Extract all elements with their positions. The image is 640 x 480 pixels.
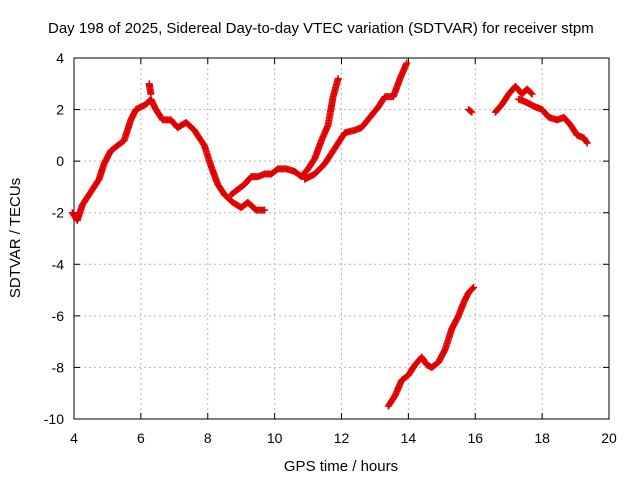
y-tick-label: 0 <box>56 153 64 169</box>
y-tick-label: 2 <box>56 102 64 118</box>
data-point <box>470 283 478 291</box>
series-arc-6 <box>491 82 536 116</box>
data-point <box>334 75 342 83</box>
y-tick-label: -8 <box>52 359 65 375</box>
series-arc-8 <box>384 283 478 410</box>
data-point <box>468 108 476 116</box>
series-arc-4 <box>301 59 411 183</box>
x-tick-label: 18 <box>534 430 550 446</box>
x-tick-label: 16 <box>467 430 483 446</box>
x-axis-label: GPS time / hours <box>284 458 398 475</box>
data-point <box>261 206 269 214</box>
y-tick-label: 4 <box>56 50 64 66</box>
x-tick-label: 8 <box>204 430 212 446</box>
data-point <box>528 90 536 98</box>
grid <box>74 58 609 419</box>
x-tick-label: 6 <box>137 430 145 446</box>
y-tick-label: -4 <box>52 256 65 272</box>
x-tick-label: 14 <box>401 430 417 446</box>
data-points <box>68 59 591 410</box>
data-point <box>527 89 535 97</box>
data-point <box>582 138 590 146</box>
data-point <box>583 139 591 147</box>
data-point <box>467 107 475 115</box>
x-tick-label: 12 <box>334 430 350 446</box>
series-arc-1 <box>68 95 269 224</box>
series-arc-7 <box>515 95 591 147</box>
y-tick-label: -10 <box>44 411 64 427</box>
series-arc-2 <box>145 80 155 98</box>
x-tick-label: 10 <box>267 430 283 446</box>
data-point <box>469 285 477 293</box>
chart-title: Day 198 of 2025, Sidereal Day-to-day VTE… <box>48 20 594 37</box>
y-tick-label: -6 <box>52 308 65 324</box>
data-point <box>403 59 411 67</box>
series-arc-5 <box>465 106 476 116</box>
y-tick-label: -2 <box>52 205 65 221</box>
data-point <box>147 90 155 98</box>
y-axis-label: SDTVAR / TECUs <box>7 178 24 298</box>
x-tick-label: 20 <box>601 430 617 446</box>
x-tick-label: 4 <box>70 430 78 446</box>
series-arc-3 <box>227 75 342 199</box>
